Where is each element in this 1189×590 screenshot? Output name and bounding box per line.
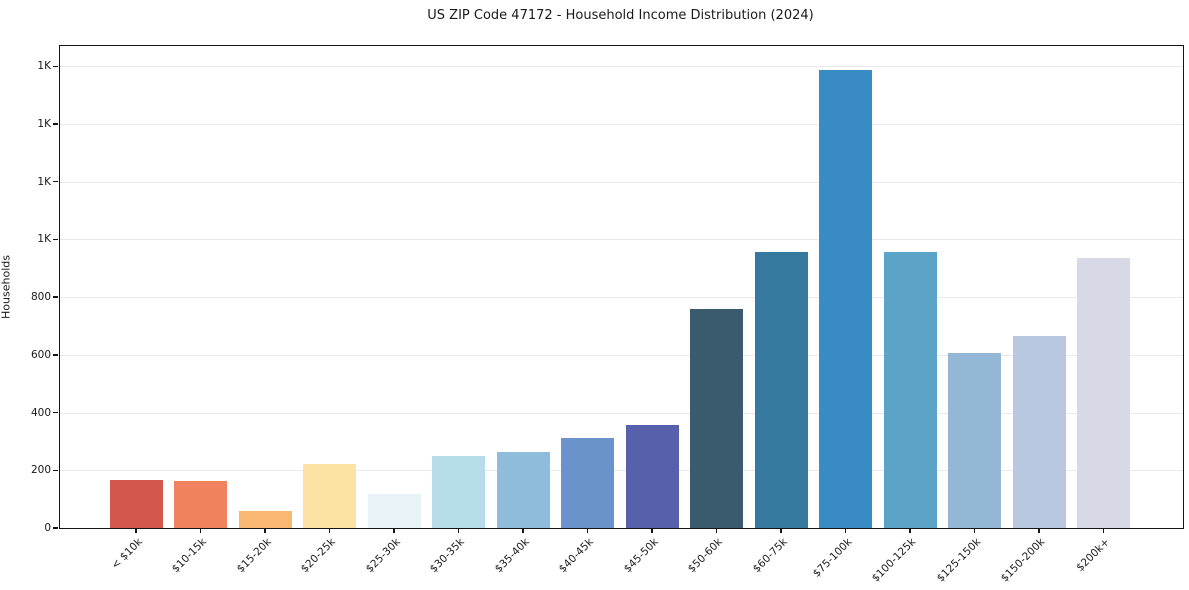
gridline <box>60 239 1183 241</box>
y-tick-mark <box>53 527 59 529</box>
bar <box>174 480 227 528</box>
y-axis-label: Households <box>0 255 13 319</box>
y-tick-mark <box>53 469 59 471</box>
x-tick-mark <box>393 528 395 533</box>
x-tick-label: $20-25k <box>298 536 338 576</box>
x-tick-label: $125-150k <box>934 536 983 585</box>
y-tick-label: 1K <box>37 175 51 188</box>
x-tick-label: $40-45k <box>556 536 596 576</box>
y-tick-mark <box>53 180 59 183</box>
bar <box>496 452 550 528</box>
y-tick-mark <box>53 296 59 298</box>
gridline <box>60 470 1183 472</box>
x-tick-label: $30-35k <box>427 536 467 576</box>
y-tick-mark <box>53 123 59 125</box>
x-tick-mark <box>651 528 653 533</box>
y-tick-mark <box>53 238 59 241</box>
y-tick-mark <box>53 354 59 356</box>
y-tick-mark <box>53 65 59 67</box>
gridline <box>60 123 1183 125</box>
plot-area: 0 200 400 600 800 1K 1K 1K 1K < $10k $10-15k $15-20… <box>31 45 1184 585</box>
bar <box>1077 258 1130 528</box>
x-tick-label: $75-100k <box>810 536 854 580</box>
x-tick-mark <box>909 528 911 533</box>
bar <box>432 455 485 528</box>
x-tick-mark <box>844 528 847 533</box>
x-tick-label: $60-75k <box>750 536 790 576</box>
bar <box>819 69 872 528</box>
x-tick-label: $45-50k <box>621 536 661 576</box>
x-tick-label: < $10k <box>108 536 145 572</box>
x-tick-mark <box>522 528 524 533</box>
bar <box>238 510 292 528</box>
x-tick-label: $25-30k <box>363 536 403 576</box>
bar <box>625 424 679 528</box>
y-tick-label: 600 <box>30 348 51 361</box>
bar <box>754 252 808 528</box>
y-tick-label: 200 <box>30 464 51 477</box>
gridline <box>60 181 1183 183</box>
x-tick-mark <box>328 528 331 533</box>
bar <box>367 493 421 528</box>
y-tick-label: 400 <box>30 406 51 419</box>
x-tick-mark <box>586 528 589 533</box>
x-tick-label: $15-20k <box>234 536 274 576</box>
y-tick-label: 1K <box>37 233 51 246</box>
x-tick-mark <box>1038 528 1040 533</box>
x-tick-label: $50-60k <box>685 536 725 576</box>
x-tick-mark <box>1102 528 1105 533</box>
y-tick-mark <box>53 411 59 414</box>
bar <box>303 463 356 528</box>
x-tick-label: $10-15k <box>169 536 209 576</box>
bar <box>561 437 614 528</box>
x-tick-label: $200k+ <box>1074 536 1112 574</box>
x-tick-mark <box>973 528 976 533</box>
y-tick-label: 1K <box>37 117 51 130</box>
chart-title: US ZIP Code 47172 - Household Income Dis… <box>427 8 814 23</box>
x-tick-mark <box>135 528 137 533</box>
x-tick-mark <box>199 528 202 533</box>
gridline <box>60 66 1183 68</box>
y-tick-label: 800 <box>30 291 51 304</box>
bar <box>109 479 163 528</box>
bar <box>948 353 1001 528</box>
x-tick-mark <box>715 528 718 533</box>
y-tick-label: 1K <box>37 60 51 73</box>
gridline <box>60 412 1183 414</box>
x-tick-mark <box>264 528 266 533</box>
x-tick-mark <box>457 528 460 533</box>
x-tick-label: $150-200k <box>998 536 1048 585</box>
x-tick-label: $35-40k <box>492 536 532 576</box>
x-tick-label: $100-125k <box>869 536 919 585</box>
x-tick-mark <box>780 528 782 533</box>
gridline <box>60 297 1183 299</box>
bar <box>883 251 937 528</box>
bar <box>1012 336 1066 528</box>
y-tick-label: 0 <box>44 522 51 534</box>
gridline <box>60 354 1183 356</box>
bar <box>690 308 743 528</box>
